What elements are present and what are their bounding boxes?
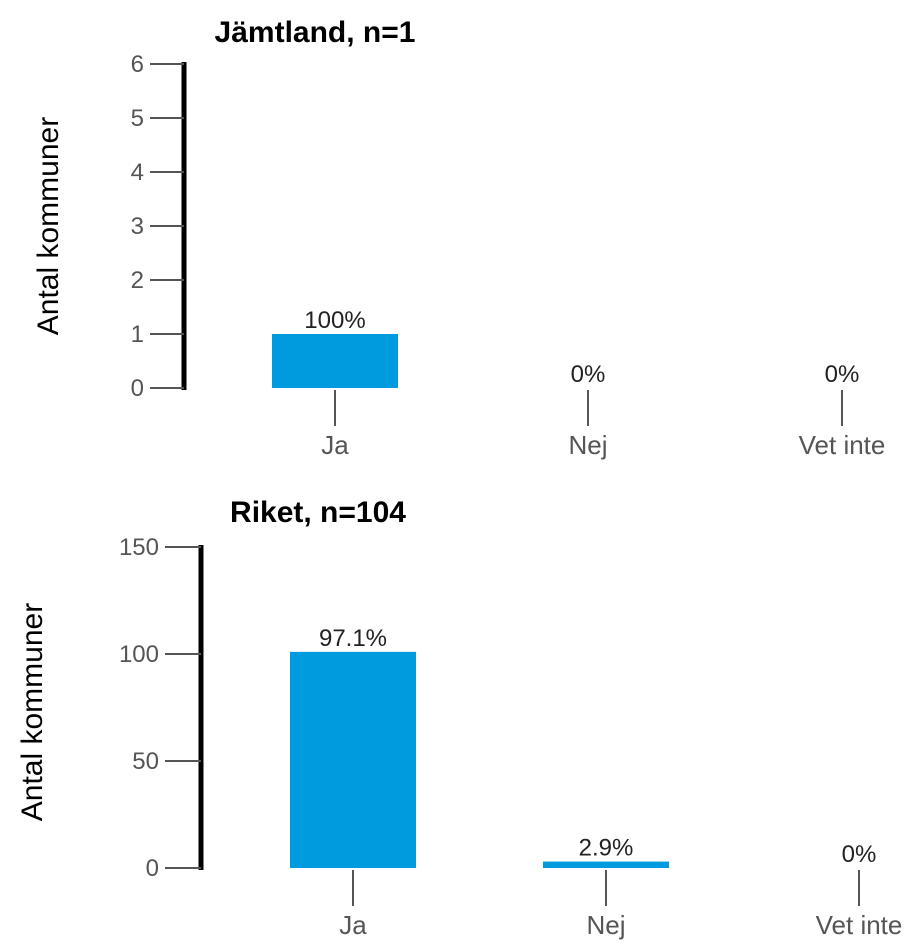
bar-data-label: 2.9% bbox=[579, 835, 634, 862]
chart-panel-riket: Riket, n=104 Antal kommuner 0 50 100 150 97.… bbox=[16, 496, 902, 940]
y-tick-label: 1 bbox=[131, 321, 144, 348]
y-tick-label: 150 bbox=[119, 534, 159, 561]
bar-data-label: 0% bbox=[842, 841, 877, 868]
x-category-label: Nej bbox=[568, 430, 607, 460]
chart-title: Riket, n=104 bbox=[230, 496, 406, 529]
bar-data-label: 100% bbox=[304, 307, 365, 334]
y-tick-label: 100 bbox=[119, 641, 159, 668]
x-category-label: Nej bbox=[586, 910, 625, 940]
bar bbox=[543, 861, 669, 868]
bar bbox=[290, 651, 416, 868]
y-tick-label: 0 bbox=[131, 375, 144, 402]
y-tick-label: 3 bbox=[131, 213, 144, 240]
y-tick-label: 2 bbox=[131, 267, 144, 294]
bar bbox=[272, 334, 398, 388]
x-category-label: Vet inte bbox=[799, 430, 886, 460]
y-tick-label: 4 bbox=[131, 159, 144, 186]
y-tick-label: 5 bbox=[131, 105, 144, 132]
y-tick-label: 50 bbox=[132, 748, 159, 775]
bar-data-label: 0% bbox=[825, 361, 860, 388]
chart-title: Jämtland, n=1 bbox=[215, 16, 416, 49]
chart-panel-jamtland: Jämtland, n=1 Antal kommuner 0 1 2 3 4 5 6 100%… bbox=[32, 16, 885, 460]
x-category-label: Vet inte bbox=[816, 910, 903, 940]
y-tick-label: 0 bbox=[146, 855, 159, 882]
y-axis-label: Antal kommuner bbox=[16, 603, 49, 821]
bar-data-label: 97.1% bbox=[319, 625, 387, 652]
bar-data-label: 0% bbox=[571, 361, 606, 388]
x-category-label: Ja bbox=[321, 430, 349, 460]
y-axis-label: Antal kommuner bbox=[32, 117, 65, 335]
x-category-label: Ja bbox=[339, 910, 367, 940]
y-tick-label: 6 bbox=[131, 51, 144, 78]
